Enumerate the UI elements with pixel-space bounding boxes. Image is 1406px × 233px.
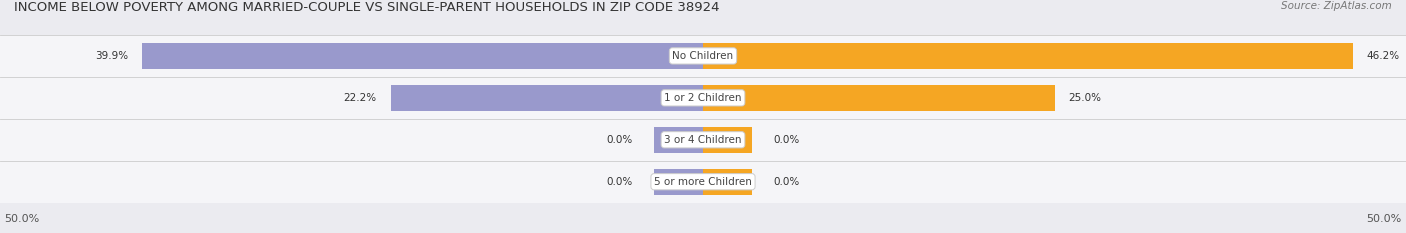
Text: 0.0%: 0.0% [773,177,800,187]
Text: 5 or more Children: 5 or more Children [654,177,752,187]
Text: 50.0%: 50.0% [4,214,39,224]
Text: 50.0%: 50.0% [1367,214,1402,224]
Bar [0,161,1406,203]
Bar [0,119,1406,161]
Text: 1 or 2 Children: 1 or 2 Children [664,93,742,103]
Text: 46.2%: 46.2% [1367,51,1400,61]
Text: INCOME BELOW POVERTY AMONG MARRIED-COUPLE VS SINGLE-PARENT HOUSEHOLDS IN ZIP COD: INCOME BELOW POVERTY AMONG MARRIED-COUPL… [14,1,720,14]
Text: No Children: No Children [672,51,734,61]
Bar [0,35,1406,77]
Bar [654,127,703,153]
Text: 0.0%: 0.0% [773,135,800,145]
Bar [142,43,703,69]
Text: 3 or 4 Children: 3 or 4 Children [664,135,742,145]
Bar [703,43,1353,69]
Text: 25.0%: 25.0% [1069,93,1101,103]
Bar [703,169,752,195]
Bar [703,127,752,153]
Text: 0.0%: 0.0% [606,177,633,187]
Text: Source: ZipAtlas.com: Source: ZipAtlas.com [1281,1,1392,11]
Text: 22.2%: 22.2% [343,93,377,103]
Bar [0,77,1406,119]
Bar [654,169,703,195]
Bar [391,85,703,111]
Text: 0.0%: 0.0% [606,135,633,145]
Bar [703,85,1054,111]
Text: 39.9%: 39.9% [94,51,128,61]
